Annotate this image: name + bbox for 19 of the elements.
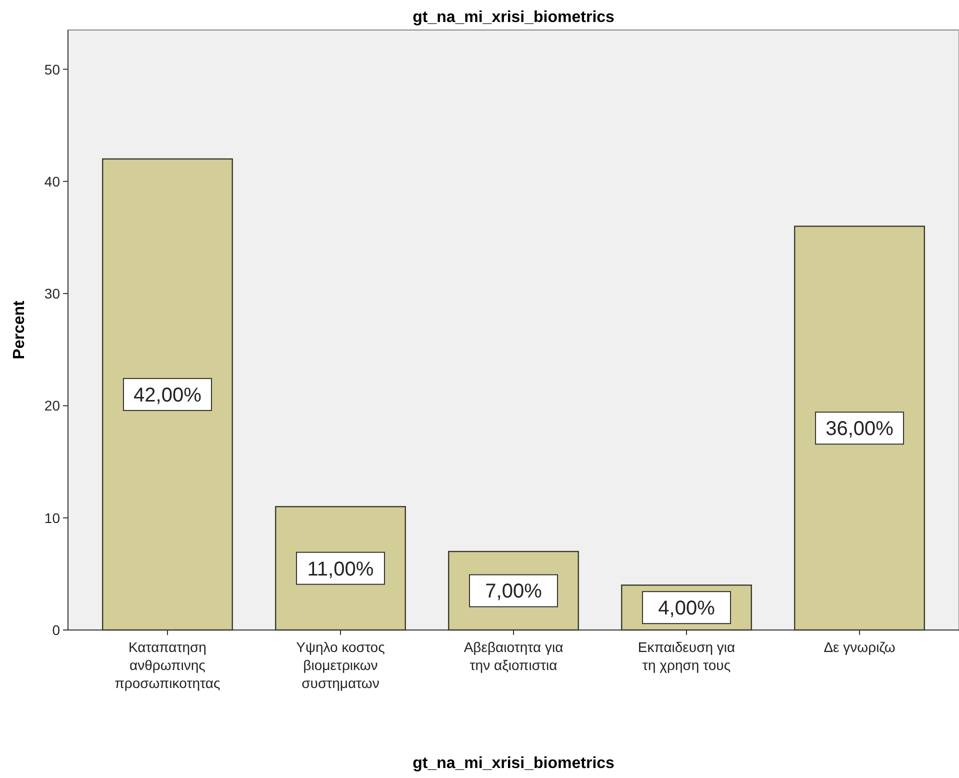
data-label: 11,00%: [307, 558, 374, 580]
x-tick-label: Εκπαιδευση για τη χρηση τους: [638, 639, 736, 673]
y-tick-label: 10: [44, 510, 60, 526]
data-label: 42,00%: [134, 384, 202, 406]
data-label: 36,00%: [826, 418, 894, 440]
x-tick-label: Υψηλο κοστος βιομετρικων συστηματων: [296, 639, 386, 691]
x-tick-label: Δε γνωριζω: [824, 639, 896, 655]
y-tick-label: 50: [44, 61, 60, 78]
y-tick-label: 20: [44, 398, 60, 414]
data-label: 4,00%: [658, 598, 716, 620]
y-axis-title: Percent: [11, 300, 28, 360]
data-label: 7,00%: [485, 580, 542, 603]
chart-title: gt_na_mi_xrisi_biometrics: [412, 9, 615, 26]
x-tick-label: Αβεβαιοτητα για την αξιοπιστια: [464, 639, 564, 673]
x-axis-title: gt_na_mi_xrisi_biometrics: [412, 755, 615, 772]
y-tick-label: 0: [52, 622, 60, 638]
y-tick-label: 40: [44, 173, 60, 190]
x-tick-label: Καταπατηση ανθρωπινης προσωπικοτητας: [114, 639, 220, 691]
y-tick-label: 30: [44, 286, 60, 302]
